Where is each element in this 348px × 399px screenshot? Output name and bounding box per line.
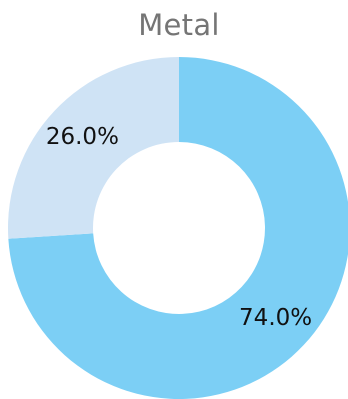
donut-labels: 74.0% 26.0%	[46, 124, 312, 331]
slice-label-2: 26.0%	[46, 124, 119, 150]
donut-slice-2	[7, 57, 179, 239]
chart-title: Metal	[138, 8, 220, 42]
donut-slice-1	[8, 57, 348, 399]
slice-label-1: 74.0%	[239, 305, 312, 331]
donut-slices	[7, 57, 348, 399]
